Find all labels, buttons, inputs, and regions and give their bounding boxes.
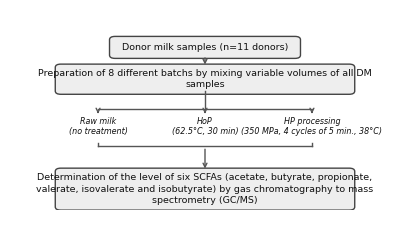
FancyBboxPatch shape xyxy=(110,36,300,58)
FancyBboxPatch shape xyxy=(55,64,355,94)
Text: Preparation of 8 different batchs by mixing variable volumes of all DM
samples: Preparation of 8 different batchs by mix… xyxy=(38,69,372,89)
Text: (62.5°C, 30 min): (62.5°C, 30 min) xyxy=(172,127,238,136)
Text: Donor milk samples (n=11 donors): Donor milk samples (n=11 donors) xyxy=(122,43,288,52)
Text: Determination of the level of six SCFAs (acetate, butyrate, propionate,
valerate: Determination of the level of six SCFAs … xyxy=(36,173,374,205)
FancyBboxPatch shape xyxy=(55,168,355,210)
Text: HoP: HoP xyxy=(197,117,213,126)
Text: (no treatment): (no treatment) xyxy=(69,127,128,136)
Text: Raw milk: Raw milk xyxy=(80,117,116,126)
Text: (350 MPa, 4 cycles of 5 min., 38°C): (350 MPa, 4 cycles of 5 min., 38°C) xyxy=(242,127,382,136)
Text: HP processing: HP processing xyxy=(284,117,340,126)
